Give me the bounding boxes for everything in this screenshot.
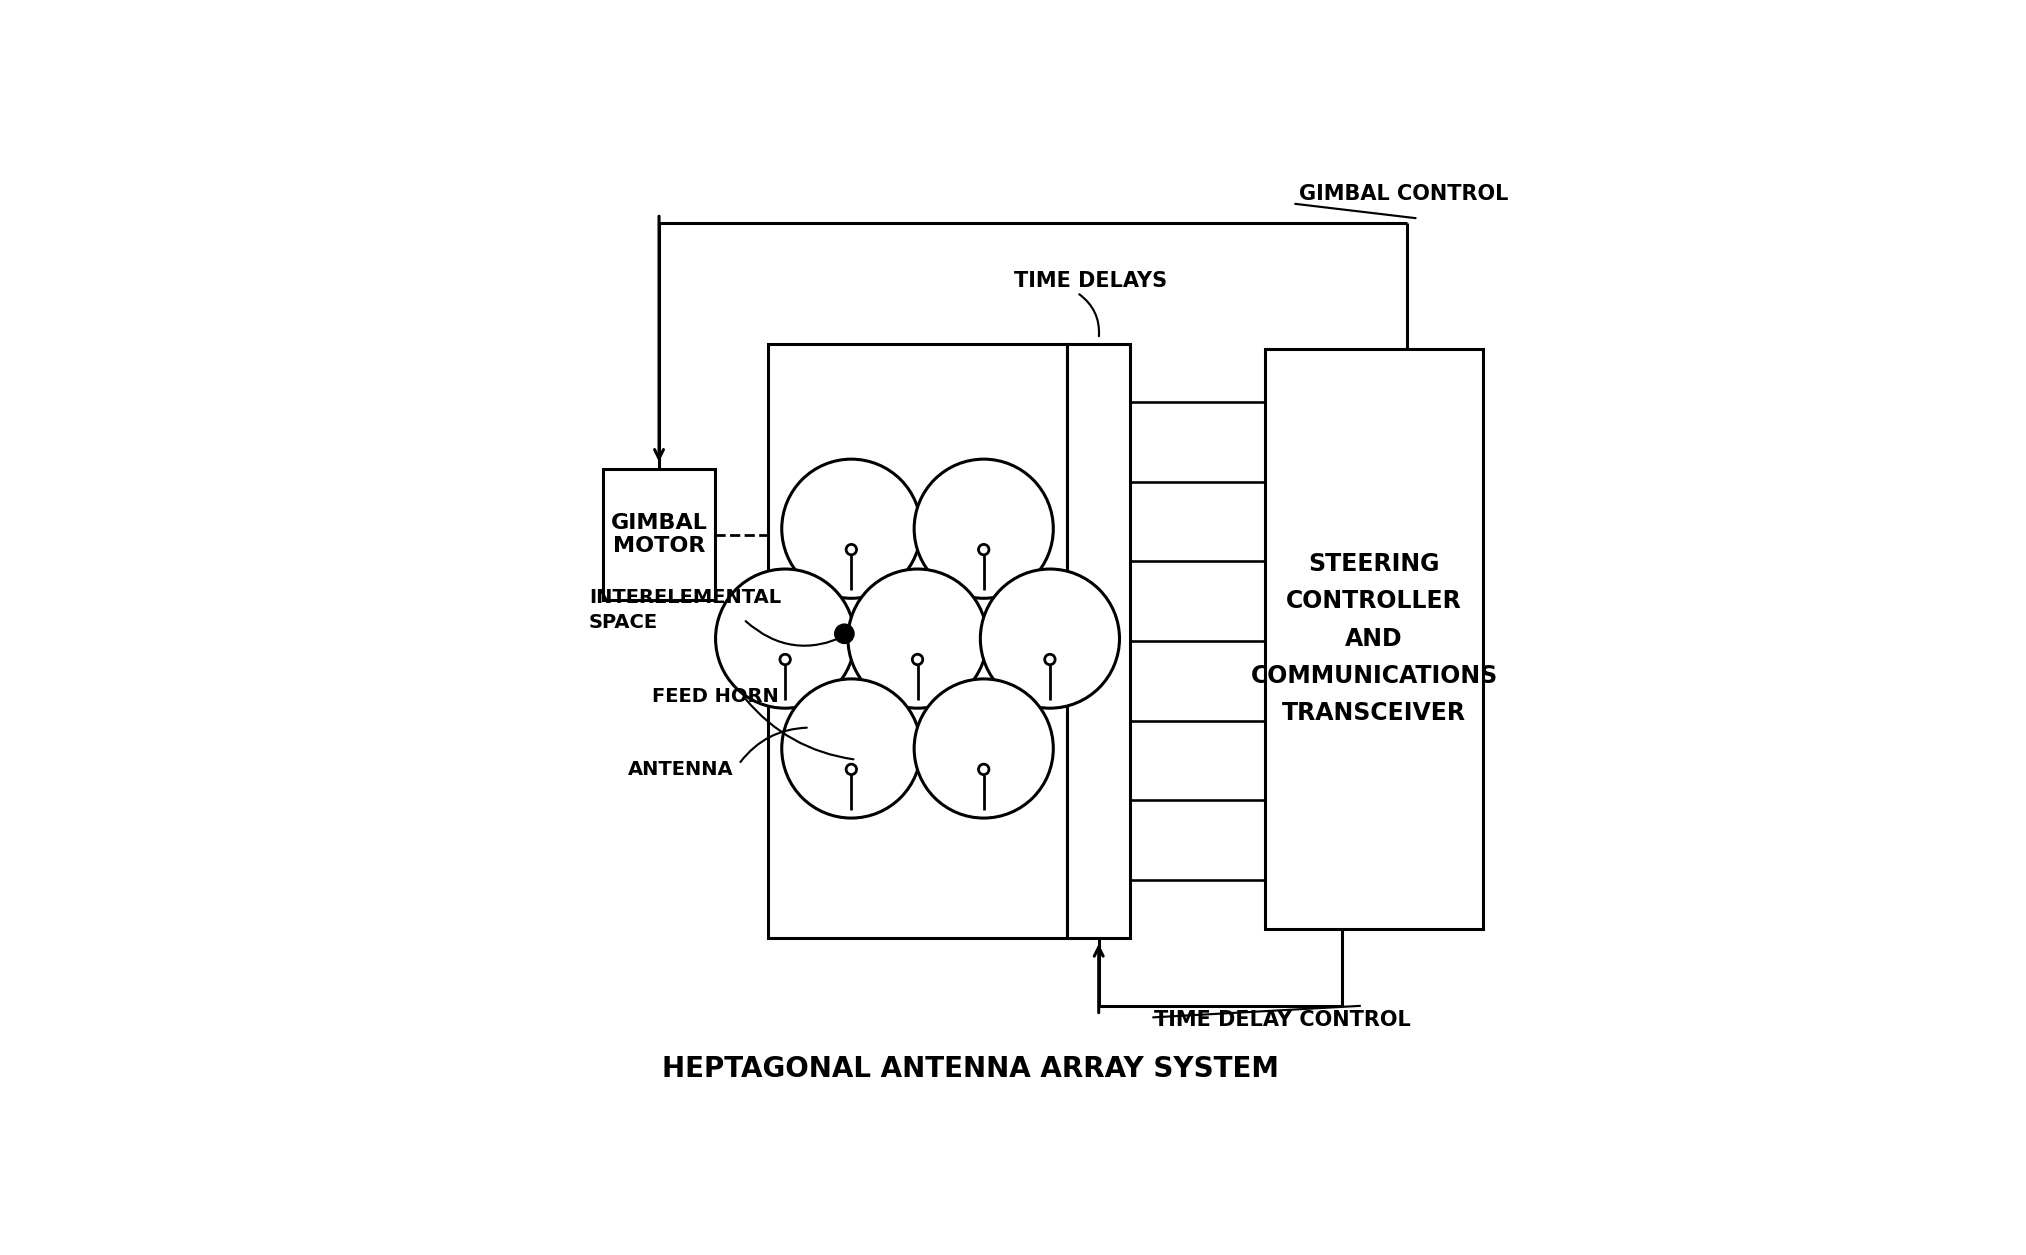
- Circle shape: [715, 569, 855, 708]
- Bar: [1068, 344, 1131, 939]
- Circle shape: [979, 545, 989, 555]
- Text: STEERING
CONTROLLER
AND
COMMUNICATIONS
TRANSCEIVER: STEERING CONTROLLER AND COMMUNICATIONS T…: [1250, 552, 1497, 725]
- Text: INTERELEMENTAL
SPACE: INTERELEMENTAL SPACE: [590, 587, 782, 631]
- Bar: [1266, 349, 1483, 929]
- Circle shape: [914, 679, 1054, 818]
- Circle shape: [849, 569, 987, 708]
- Text: TIME DELAYS: TIME DELAYS: [1015, 271, 1167, 291]
- Text: GIMBAL CONTROL: GIMBAL CONTROL: [1299, 184, 1509, 205]
- Circle shape: [782, 679, 922, 818]
- Bar: [768, 344, 1068, 939]
- Circle shape: [835, 624, 855, 644]
- Circle shape: [981, 569, 1120, 708]
- Text: FEED HORN: FEED HORN: [652, 686, 778, 707]
- Circle shape: [847, 545, 857, 555]
- Circle shape: [912, 654, 922, 665]
- Circle shape: [782, 459, 922, 599]
- Text: TIME DELAY CONTROL: TIME DELAY CONTROL: [1155, 1010, 1410, 1030]
- Circle shape: [1045, 654, 1056, 665]
- Text: HEPTAGONAL ANTENNA ARRAY SYSTEM: HEPTAGONAL ANTENNA ARRAY SYSTEM: [663, 1054, 1278, 1083]
- Circle shape: [979, 764, 989, 774]
- Circle shape: [914, 459, 1054, 599]
- Text: ANTENNA: ANTENNA: [628, 759, 733, 778]
- Circle shape: [847, 764, 857, 774]
- Text: GIMBAL
MOTOR: GIMBAL MOTOR: [610, 513, 707, 556]
- Circle shape: [780, 654, 790, 665]
- Bar: [604, 469, 715, 600]
